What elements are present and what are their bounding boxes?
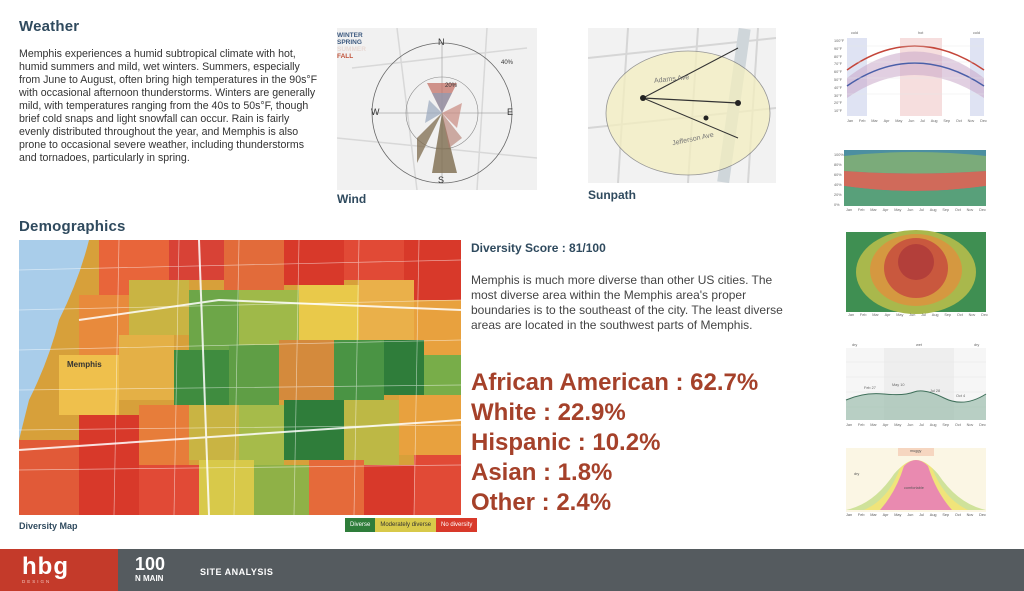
wind-season-summer: SUMMER	[337, 46, 366, 53]
cloud-month-axis: Jan Feb Mar Apr May Jun Jul Aug Sep Oct Nov Dec	[846, 208, 986, 212]
cloud-yticks: 100% 80% 60% 40% 20% 0%	[834, 153, 844, 207]
comfort-label-dry: dry	[854, 472, 860, 476]
stat-white: White : 22.9%	[471, 399, 626, 426]
temp-yticks: 100°F 90°F 80°F 70°F 60°F 50°F 40°F 30°F…	[834, 39, 845, 114]
legend-no-diversity: No diversity	[436, 518, 478, 532]
stat-hispanic: Hispanic : 10.2%	[471, 429, 661, 456]
logo-text: hbg	[22, 553, 69, 580]
sunpath-diagram: Adams Ave Jefferson Ave	[588, 28, 776, 183]
temp-month-axis: Jan Feb Mar Apr May Jun Jul Aug Sep Oct Nov Dec	[847, 119, 987, 123]
demographics-title: Demographics	[19, 218, 126, 235]
temp-season-cold-1: cold	[851, 31, 858, 35]
daylight-season-wet: wet	[916, 343, 922, 347]
daylight-annotation-2: May 10	[892, 383, 905, 387]
diversity-map: Memphis	[19, 240, 461, 515]
temp-season-cold-2: cold	[973, 31, 980, 35]
wind-ring-20: 20%	[445, 83, 458, 89]
wind-rose-chart: WINTER SPRING SUMMER FALL N E S W 20% 40…	[337, 28, 537, 190]
daylight-chart: dry wet dry Feb 27 May 10 Jul 28 Oct 4 J…	[834, 342, 998, 432]
stat-other: Other : 2.4%	[471, 489, 612, 516]
weather-description: Memphis experiences a humid subtropical …	[19, 48, 318, 164]
daylight-month-axis: Jan Feb Mar Apr May Jun Jul Aug Sep Oct Nov Dec	[846, 423, 986, 427]
wind-label: Wind	[337, 192, 367, 206]
diversity-map-label: Diversity Map	[19, 521, 78, 531]
wind-ring-40: 40%	[501, 60, 514, 66]
footer-bar: hbg DESIGN 100 N MAIN SITE ANALYSIS	[0, 549, 1024, 591]
stat-asian: Asian : 1.8%	[471, 459, 613, 486]
logo-subtext: DESIGN	[22, 579, 52, 584]
project-number: 100	[135, 554, 166, 574]
daylight-season-dry-1: dry	[852, 343, 858, 347]
daylight-season-dry-2: dry	[974, 343, 980, 347]
diversity-score: Diversity Score : 81/100	[471, 241, 606, 255]
cloud-cover-chart: 100% 80% 60% 40% 20% 0% Jan Feb Mar Apr May J…	[834, 146, 998, 216]
weather-title: Weather	[19, 18, 80, 35]
wind-dir-s: S	[438, 175, 445, 185]
legend-diverse: Diverse	[345, 518, 376, 532]
map-place-label: Memphis	[67, 360, 102, 369]
logo: hbg DESIGN	[0, 549, 118, 591]
wind-season-fall: FALL	[337, 53, 354, 60]
temperature-heatmap: Jan Feb Mar Apr May Jun Jul Aug Sep Oct Nov Dec	[834, 228, 998, 320]
demographic-stats: African American : 62.7% White : 22.9% H…	[471, 368, 758, 518]
temp-season-hot: hot	[918, 31, 924, 35]
diversity-description: Memphis is much more diverse than other …	[471, 273, 783, 332]
project-name: N MAIN	[135, 574, 164, 583]
comfort-label-muggy: muggy	[910, 449, 922, 453]
wind-dir-n: N	[438, 37, 445, 47]
comfort-chart: muggy comfortable dry Jan Feb Mar Apr May Jun…	[834, 444, 998, 520]
wind-dir-e: E	[507, 107, 514, 117]
stat-african-american: African American : 62.7%	[471, 369, 759, 396]
comfort-label-comfortable: comfortable	[904, 486, 924, 490]
comfort-month-axis: Jan Feb Mar Apr May Jun Jul Aug Sep Oct Nov Dec	[846, 513, 986, 517]
wind-petals	[417, 83, 462, 173]
wind-dir-w: W	[371, 107, 380, 117]
heatmap-month-axis: Jan Feb Mar Apr May Jun Jul Aug Sep Oct Nov Dec	[848, 313, 988, 317]
map-legend: Diverse Moderately diverse No diversity	[345, 518, 478, 532]
daylight-annotation-1: Feb 27	[864, 386, 876, 390]
daylight-annotation-4: Oct 4	[956, 394, 966, 398]
wind-season-winter: WINTER	[337, 32, 363, 39]
temperature-chart: cold hot cold 100°F 90°F 80°F 70°F 60°F …	[834, 30, 998, 128]
daylight-annotation-3: Jul 28	[930, 389, 941, 393]
legend-moderate: Moderately diverse	[375, 518, 437, 532]
wind-season-spring: SPRING	[337, 39, 362, 46]
section-name: SITE ANALYSIS	[200, 567, 274, 577]
sunpath-label: Sunpath	[588, 188, 636, 202]
